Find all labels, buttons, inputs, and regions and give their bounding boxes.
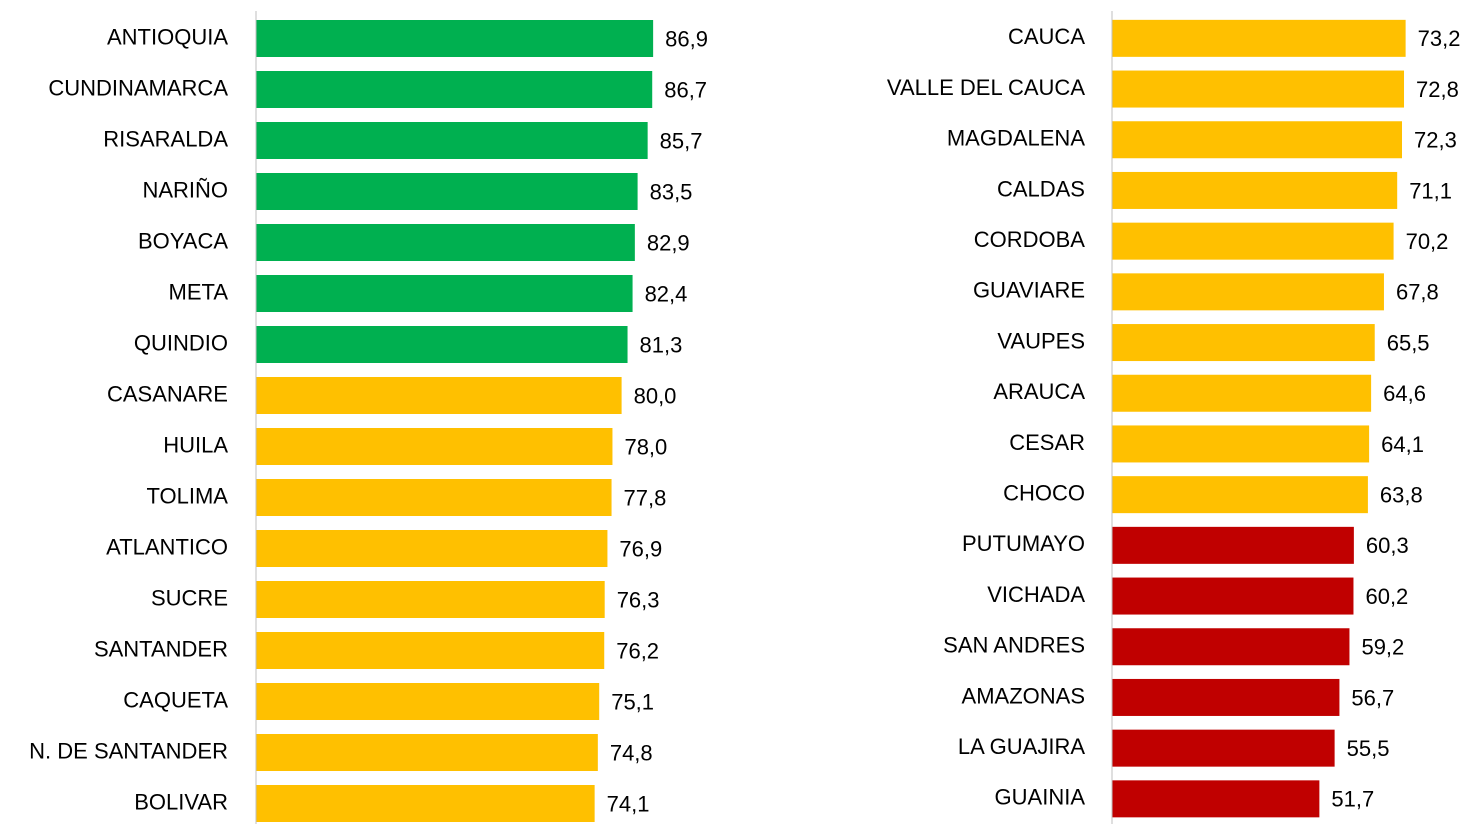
- bar: [256, 683, 600, 720]
- value-label: 70,2: [1406, 229, 1449, 254]
- value-label: 75,1: [611, 689, 654, 714]
- value-label: 76,2: [616, 638, 659, 663]
- bar: [256, 173, 638, 210]
- category-label: VALLE DEL CAUCA: [887, 75, 1085, 100]
- bar: [256, 530, 608, 567]
- bar: [256, 20, 654, 57]
- value-label: 72,8: [1416, 77, 1459, 102]
- category-label: CUNDINAMARCA: [48, 75, 228, 100]
- value-label: 51,7: [1331, 787, 1374, 812]
- category-label: CAQUETA: [123, 687, 228, 712]
- category-label: QUINDIO: [134, 330, 228, 355]
- bar: [256, 479, 612, 516]
- bar: [1112, 628, 1350, 666]
- category-label: CESAR: [1009, 430, 1085, 455]
- bar: [1112, 324, 1375, 362]
- bar: [1112, 273, 1384, 311]
- category-label: PUTUMAYO: [962, 531, 1085, 556]
- bar: [256, 581, 605, 618]
- value-label: 59,2: [1361, 635, 1404, 660]
- value-label: 71,1: [1409, 178, 1452, 203]
- category-label: LA GUAJIRA: [958, 734, 1085, 759]
- value-label: 81,3: [640, 332, 683, 357]
- category-label: TOLIMA: [146, 483, 228, 508]
- category-label: SUCRE: [151, 585, 228, 610]
- bar: [1112, 222, 1394, 260]
- value-label: 78,0: [624, 434, 667, 459]
- bar: [256, 377, 622, 414]
- value-label: 82,4: [645, 281, 688, 306]
- value-label: 55,5: [1347, 736, 1390, 761]
- bar: [1112, 425, 1370, 463]
- category-label: CAUCA: [1008, 24, 1085, 49]
- category-label: GUAINIA: [995, 785, 1086, 810]
- category-label: BOYACA: [138, 228, 228, 253]
- value-label: 85,7: [660, 128, 703, 153]
- bar: [1112, 526, 1354, 564]
- value-label: 80,0: [634, 383, 677, 408]
- bar: [256, 428, 613, 465]
- value-label: 72,3: [1414, 128, 1457, 153]
- value-label: 77,8: [624, 485, 667, 510]
- category-label: AMAZONAS: [962, 683, 1085, 708]
- value-label: 64,1: [1381, 432, 1424, 457]
- category-label: CASANARE: [107, 381, 228, 406]
- category-label: HUILA: [163, 432, 228, 457]
- category-label: CORDOBA: [974, 227, 1086, 252]
- value-label: 60,3: [1366, 533, 1409, 558]
- value-label: 60,2: [1365, 584, 1408, 609]
- value-label: 86,7: [664, 77, 707, 102]
- value-label: 86,9: [665, 26, 708, 51]
- bar: [1112, 780, 1320, 818]
- value-label: 73,2: [1418, 26, 1461, 51]
- bar: [1112, 70, 1405, 108]
- value-label: 64,6: [1383, 381, 1426, 406]
- category-label: ANTIOQUIA: [107, 24, 228, 49]
- category-label: N. DE SANTANDER: [29, 738, 228, 763]
- bar: [256, 275, 633, 312]
- category-label: ATLANTICO: [106, 534, 228, 559]
- bar: [1112, 374, 1372, 412]
- value-label: 83,5: [650, 179, 693, 204]
- value-label: 82,9: [647, 230, 690, 255]
- bar: [1112, 577, 1354, 615]
- value-label: 76,3: [617, 587, 660, 612]
- bar: [256, 326, 628, 363]
- category-label: CALDAS: [997, 176, 1085, 201]
- bar: [256, 224, 635, 261]
- bar: [1112, 678, 1340, 716]
- category-label: SAN ANDRES: [943, 633, 1085, 658]
- value-label: 67,8: [1396, 280, 1439, 305]
- category-label: BOLIVAR: [134, 789, 228, 814]
- category-label: VICHADA: [987, 582, 1085, 607]
- category-label: MAGDALENA: [947, 126, 1085, 151]
- category-label: NARIÑO: [142, 177, 228, 202]
- category-label: META: [169, 279, 229, 304]
- bar: [256, 122, 648, 159]
- bar: [1112, 729, 1335, 767]
- bar: [1112, 121, 1403, 159]
- category-label: VAUPES: [997, 328, 1085, 353]
- category-label: ARAUCA: [993, 379, 1085, 404]
- value-label: 74,1: [607, 791, 650, 816]
- value-label: 74,8: [610, 740, 653, 765]
- bar: [256, 785, 595, 822]
- bar: [1112, 19, 1406, 57]
- category-label: RISARALDA: [103, 126, 228, 151]
- bar: [256, 734, 598, 771]
- value-label: 63,8: [1380, 482, 1423, 507]
- value-label: 56,7: [1351, 685, 1394, 710]
- category-label: CHOCO: [1003, 480, 1085, 505]
- value-label: 65,5: [1387, 330, 1430, 355]
- category-label: GUAVIARE: [973, 278, 1085, 303]
- bar: [256, 632, 605, 669]
- category-label: SANTANDER: [94, 636, 228, 661]
- bar: [1112, 171, 1398, 209]
- bar: [256, 71, 653, 108]
- bar: [1112, 476, 1368, 514]
- value-label: 76,9: [619, 536, 662, 561]
